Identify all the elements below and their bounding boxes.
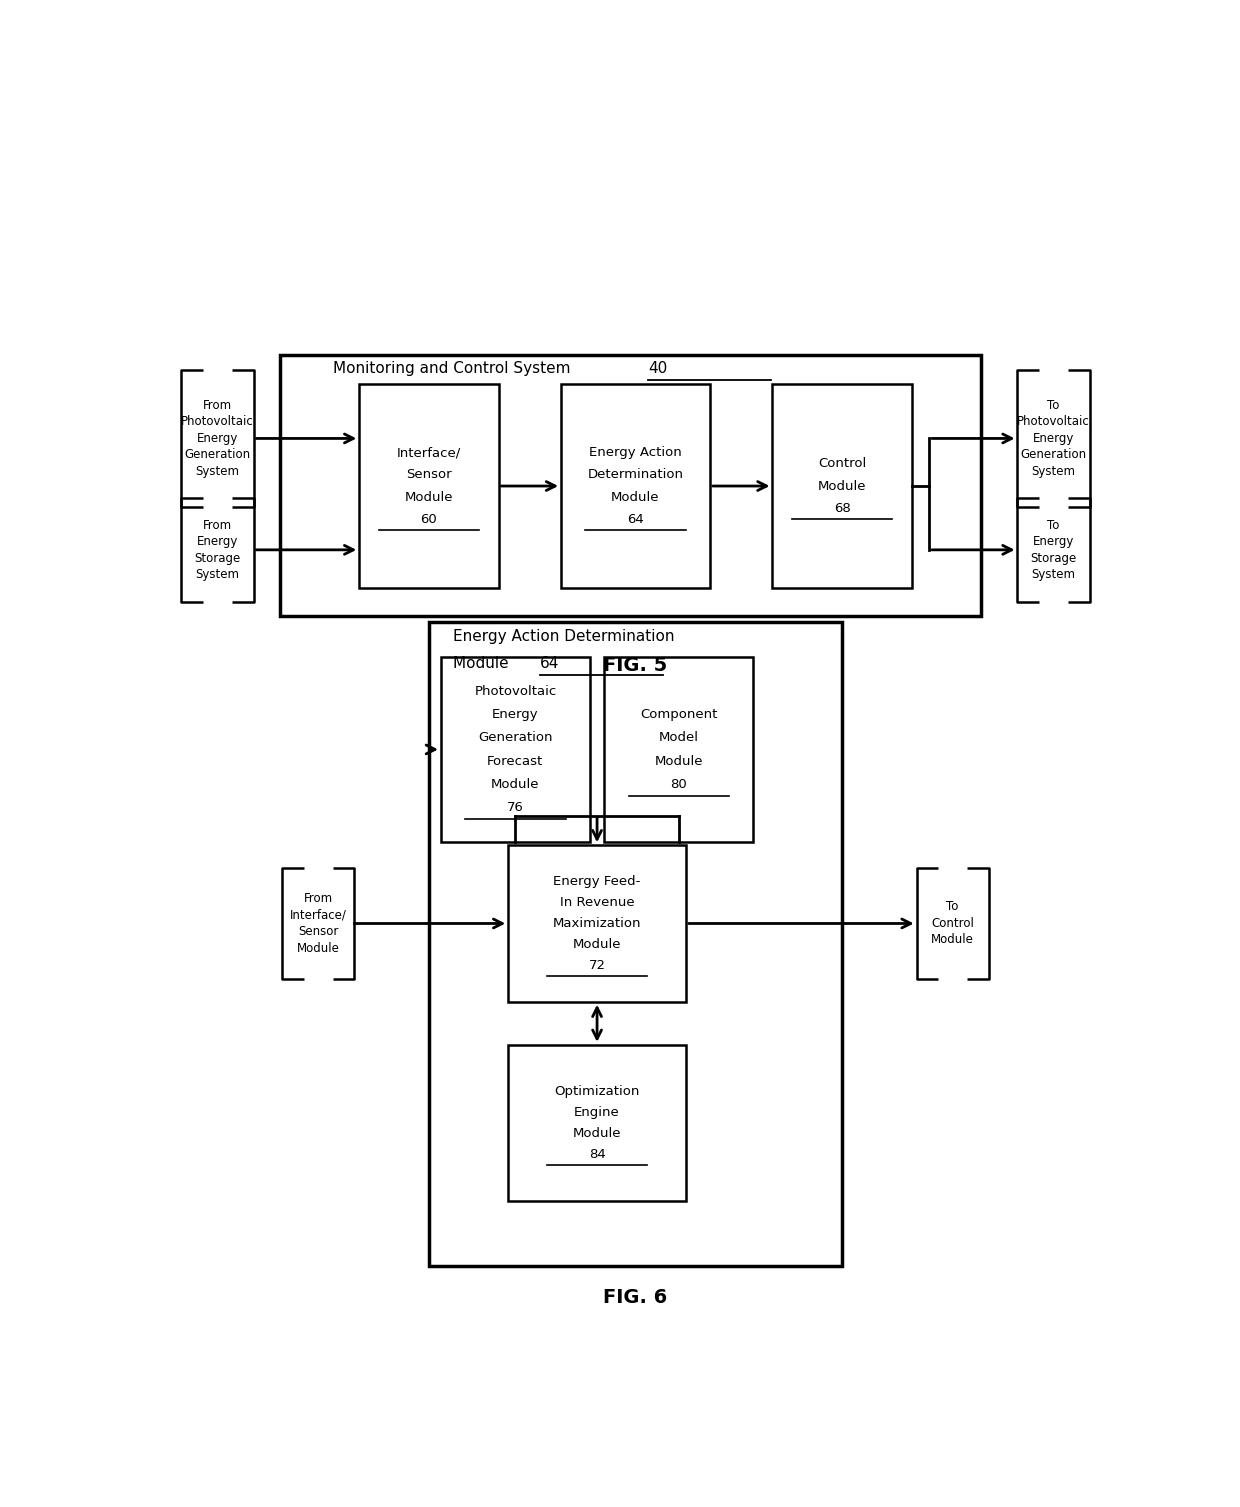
Text: Maximization: Maximization	[553, 916, 641, 930]
Text: 76: 76	[507, 800, 523, 814]
Text: From
Energy
Storage
System: From Energy Storage System	[195, 518, 241, 582]
Text: Interface/: Interface/	[397, 446, 461, 460]
Text: Photovoltaic: Photovoltaic	[474, 684, 557, 698]
Text: 80: 80	[671, 778, 687, 791]
Text: To
Control
Module: To Control Module	[931, 901, 975, 946]
Bar	[508, 1044, 686, 1201]
Bar	[429, 622, 842, 1266]
Text: Generation: Generation	[479, 731, 553, 744]
Text: FIG. 6: FIG. 6	[604, 1287, 667, 1307]
Text: Sensor: Sensor	[405, 469, 451, 482]
Text: From
Photovoltaic
Energy
Generation
System: From Photovoltaic Energy Generation Syst…	[181, 399, 254, 478]
Text: Module: Module	[491, 778, 539, 791]
Bar	[441, 657, 590, 842]
Text: Energy Action Determination: Energy Action Determination	[453, 630, 675, 645]
Text: 64: 64	[627, 512, 644, 526]
Text: In Revenue: In Revenue	[559, 897, 635, 909]
Text: To
Photovoltaic
Energy
Generation
System: To Photovoltaic Energy Generation System	[1017, 399, 1090, 478]
Text: Module: Module	[453, 656, 513, 671]
Text: Energy: Energy	[492, 708, 538, 722]
Text: Component: Component	[640, 708, 718, 722]
Text: Engine: Engine	[574, 1106, 620, 1120]
Text: 72: 72	[589, 958, 605, 972]
Text: Module: Module	[818, 479, 867, 493]
Bar	[360, 384, 498, 588]
Text: Module: Module	[655, 755, 703, 767]
Text: Monitoring and Control System: Monitoring and Control System	[332, 362, 575, 377]
Text: 40: 40	[649, 362, 667, 377]
Text: Control: Control	[818, 458, 867, 470]
Text: To
Energy
Storage
System: To Energy Storage System	[1030, 518, 1076, 582]
Text: Module: Module	[404, 491, 453, 503]
Text: Energy Feed-: Energy Feed-	[553, 876, 641, 888]
Text: Optimization: Optimization	[554, 1085, 640, 1099]
Text: Energy Action: Energy Action	[589, 446, 682, 460]
Bar	[560, 384, 711, 588]
Text: Module: Module	[573, 937, 621, 951]
Text: FIG. 5: FIG. 5	[604, 657, 667, 675]
Text: 60: 60	[420, 512, 438, 526]
Text: From
Interface/
Sensor
Module: From Interface/ Sensor Module	[290, 892, 347, 955]
Bar	[773, 384, 911, 588]
Text: 84: 84	[589, 1148, 605, 1160]
Text: 68: 68	[833, 502, 851, 514]
Text: Module: Module	[611, 491, 660, 503]
Bar	[604, 657, 753, 842]
Text: Determination: Determination	[588, 469, 683, 482]
Text: Forecast: Forecast	[487, 755, 543, 767]
Text: Model: Model	[658, 731, 699, 744]
Text: 64: 64	[541, 656, 559, 671]
Text: Module: Module	[573, 1127, 621, 1139]
Bar	[280, 356, 982, 616]
Bar	[508, 845, 686, 1002]
